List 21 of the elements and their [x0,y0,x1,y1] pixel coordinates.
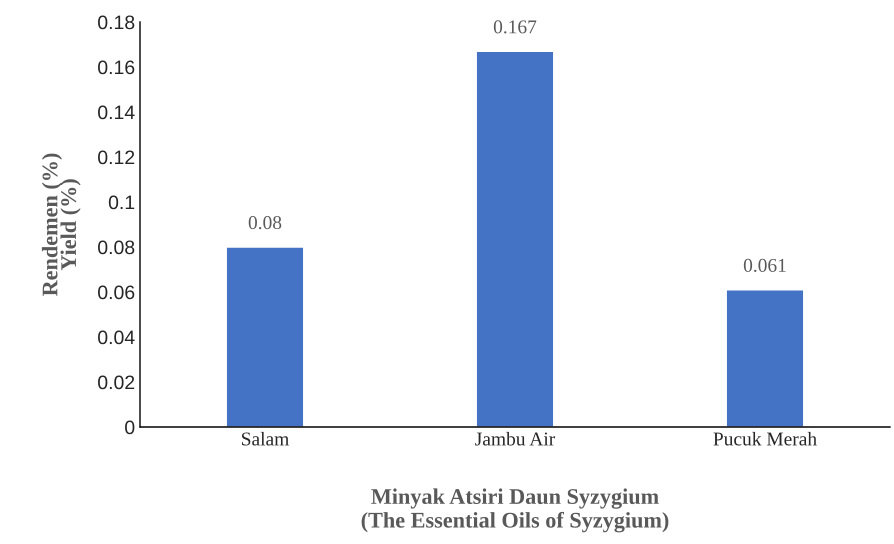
data-label: 0.08 [248,216,282,230]
y-tick-label: 0.14 [98,105,135,120]
x-tick-label: Salam [242,432,289,446]
bar [476,50,554,427]
x-tick-label: Pucuk Merah [713,432,817,446]
y-tick-label: 0.18 [98,15,134,30]
y-tick-label: 0 [125,420,134,434]
y-tick-label: 0.06 [98,285,134,300]
y-tick-label: 0.02 [98,375,134,390]
y-tick-label: 0.08 [98,240,134,254]
y-tick-label: 0.16 [98,60,134,74]
y-tick-label: 0.12 [98,150,134,164]
data-label: 0.167 [494,20,536,34]
bar [226,246,304,427]
y-tick-label: 0.04 [98,330,135,344]
y-tick-label: 0.1 [108,195,134,210]
x-axis-title: Minyak Atsiri Daun Syzygium (The Essential Oils of Syzygium) [362,488,668,532]
data-label: 0.061 [744,258,786,272]
bar [726,289,804,427]
y-axis-title: Rendemen (%) Yield (%) [42,154,81,296]
x-tick-label: Jambu Air [475,432,556,446]
